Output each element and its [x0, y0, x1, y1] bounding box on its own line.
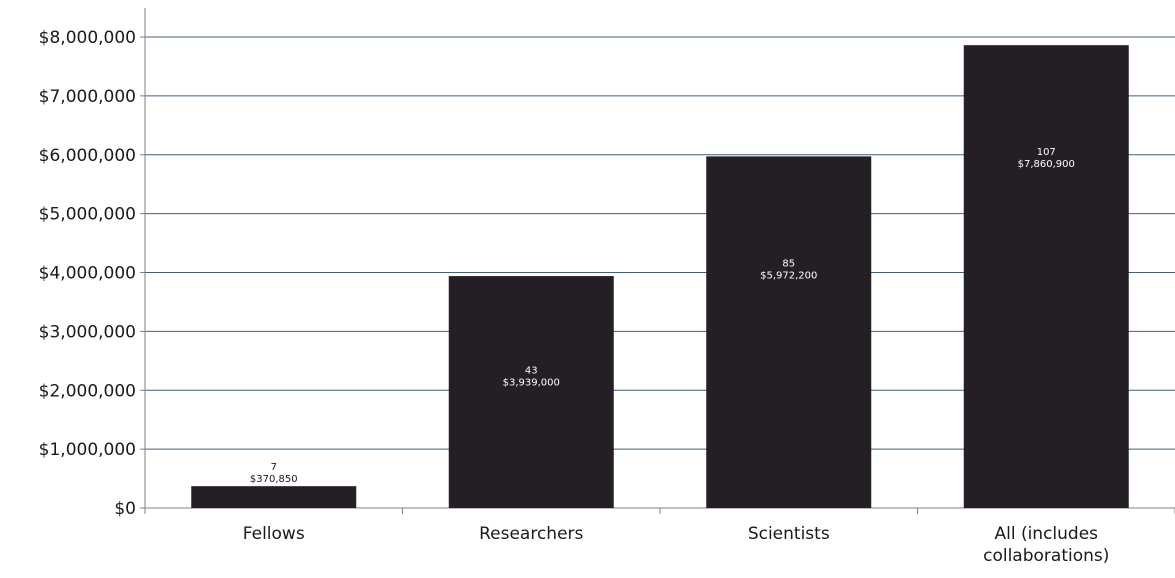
- y-axis-tick-label: $2,000,000: [39, 381, 136, 401]
- bar: [706, 156, 872, 508]
- x-axis-category-label: collaborations): [983, 546, 1109, 566]
- y-axis-tick-label: $1,000,000: [39, 440, 136, 460]
- bar-data-labels: 7$370,850 43$3,939,000 85$5,972,200 107$7,8…: [250, 147, 1075, 485]
- y-axis-tick-label: $8,000,000: [39, 28, 136, 48]
- x-axis-category-labels: Fellows Researchers Scientists All (include…: [243, 524, 1110, 566]
- bar-amount-label: $7,860,900: [1018, 159, 1075, 170]
- bar-count-label: 107: [1037, 147, 1056, 158]
- bar-count-label: 7: [271, 462, 277, 473]
- bars: [191, 45, 1129, 508]
- x-axis-category-label: Fellows: [243, 524, 305, 544]
- bar-amount-label: $3,939,000: [503, 377, 560, 388]
- bar-count-label: 43: [525, 365, 538, 376]
- y-axis-tick-label: $6,000,000: [39, 146, 136, 166]
- bar-count-label: 85: [782, 258, 795, 269]
- x-axis-category-label: All (includes: [994, 524, 1098, 544]
- bar: [448, 276, 614, 508]
- y-axis-tick-label: $5,000,000: [39, 205, 136, 225]
- x-axis-category-label: Researchers: [479, 524, 583, 544]
- bar-amount-label: $5,972,200: [760, 270, 817, 281]
- gridlines: [145, 36, 1175, 450]
- y-axis-tick-label: $7,000,000: [39, 87, 136, 107]
- bar: [963, 45, 1129, 508]
- x-axis-category-label: Scientists: [748, 524, 830, 544]
- y-axis-tick-label: $4,000,000: [39, 264, 136, 284]
- y-axis-tick-labels: $0 $1,000,000 $2,000,000 $3,000,000 $4,000,0…: [39, 28, 136, 519]
- bar-amount-label: $370,850: [250, 474, 298, 485]
- y-axis-tick-label: $0: [114, 499, 136, 519]
- y-axis-tick-label: $3,000,000: [39, 322, 136, 342]
- bar: [191, 486, 357, 508]
